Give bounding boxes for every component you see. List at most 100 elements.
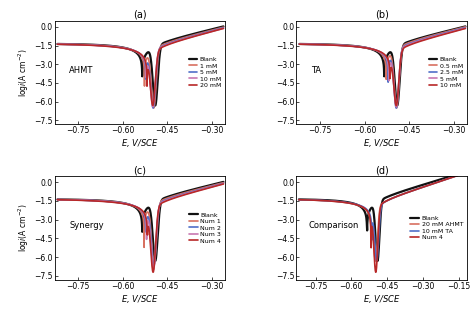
Blank bbox=[307, 42, 312, 46]
1 mM bbox=[151, 106, 157, 109]
Line: Blank: Blank bbox=[57, 27, 223, 106]
X-axis label: $E$, V/SCE: $E$, V/SCE bbox=[363, 293, 401, 305]
Num 1 bbox=[155, 211, 161, 215]
Blank bbox=[161, 197, 166, 200]
X-axis label: $E$, V/SCE: $E$, V/SCE bbox=[363, 137, 401, 149]
Line: 5 mM: 5 mM bbox=[300, 28, 465, 107]
20 mM bbox=[155, 51, 161, 55]
10 mM bbox=[161, 44, 166, 48]
Num 4 bbox=[151, 265, 157, 269]
Line: Num 3: Num 3 bbox=[57, 184, 223, 270]
Num 1 bbox=[151, 263, 157, 266]
Num 1 bbox=[181, 191, 186, 195]
Blank bbox=[463, 25, 468, 28]
Line: 0.5 mM: 0.5 mM bbox=[300, 27, 465, 108]
Line: Blank: Blank bbox=[300, 27, 465, 106]
Num 3 bbox=[55, 198, 60, 202]
20 mM AHMT bbox=[423, 184, 428, 188]
Num 2 bbox=[220, 181, 226, 185]
Num 3 bbox=[65, 198, 71, 202]
10 mM TA bbox=[306, 198, 312, 202]
1 mM bbox=[65, 42, 71, 46]
2.5 mM bbox=[398, 59, 403, 63]
Blank bbox=[398, 67, 403, 71]
Num 2 bbox=[155, 210, 161, 214]
2.5 mM bbox=[463, 26, 468, 29]
Blank bbox=[155, 223, 161, 227]
20 mM bbox=[181, 38, 186, 41]
Blank bbox=[55, 42, 60, 46]
0.5 mM bbox=[440, 31, 446, 35]
10 mM TA bbox=[423, 184, 428, 188]
10 mM TA bbox=[398, 193, 403, 197]
Num 2 bbox=[198, 187, 203, 191]
Legend: Blank, Num 1, Num 2, Num 3, Num 4: Blank, Num 1, Num 2, Num 3, Num 4 bbox=[187, 210, 223, 246]
Blank bbox=[297, 42, 302, 46]
5 mM bbox=[307, 42, 312, 46]
10 mM TA bbox=[374, 259, 380, 263]
Blank bbox=[55, 198, 60, 201]
Num 2 bbox=[55, 198, 60, 202]
Blank bbox=[441, 177, 447, 180]
10 mM bbox=[423, 38, 428, 41]
10 mM bbox=[402, 45, 408, 49]
5 mM bbox=[440, 32, 446, 36]
10 mM bbox=[463, 27, 468, 30]
10 mM bbox=[220, 27, 226, 30]
20 mM AHMT bbox=[296, 198, 302, 202]
Blank bbox=[151, 250, 157, 254]
20 mM bbox=[151, 96, 157, 100]
Blank bbox=[151, 95, 157, 99]
Num 4 bbox=[423, 184, 428, 188]
Num 4 bbox=[463, 171, 468, 175]
5 mM bbox=[393, 104, 399, 108]
Num 4 bbox=[296, 198, 302, 202]
Blank bbox=[374, 259, 380, 263]
20 mM bbox=[220, 27, 226, 30]
Num 4 bbox=[65, 198, 71, 202]
5 mM bbox=[198, 32, 203, 36]
Num 3 bbox=[220, 182, 226, 185]
Line: 20 mM AHMT: 20 mM AHMT bbox=[299, 173, 465, 261]
Line: 2.5 mM: 2.5 mM bbox=[300, 27, 465, 108]
2.5 mM bbox=[297, 42, 302, 46]
5 mM bbox=[297, 42, 302, 46]
Title: (c): (c) bbox=[133, 165, 146, 175]
10 mM bbox=[65, 42, 71, 46]
Line: 1 mM: 1 mM bbox=[57, 27, 223, 108]
Blank bbox=[65, 198, 71, 202]
0.5 mM bbox=[394, 106, 400, 110]
Num 4 bbox=[402, 191, 408, 195]
10 mM TA bbox=[393, 195, 399, 199]
5 mM bbox=[393, 105, 399, 109]
Blank bbox=[299, 198, 304, 201]
Num 4 bbox=[306, 198, 312, 202]
5 mM bbox=[55, 42, 60, 46]
2.5 mM bbox=[440, 32, 446, 35]
Blank bbox=[402, 41, 408, 45]
20 mM bbox=[55, 42, 60, 46]
2.5 mM bbox=[423, 36, 428, 40]
Num 4 bbox=[155, 209, 161, 212]
Line: Num 1: Num 1 bbox=[57, 183, 223, 265]
0.5 mM bbox=[297, 42, 302, 46]
Num 1 bbox=[55, 198, 60, 201]
20 mM AHMT bbox=[463, 171, 468, 175]
10 mM bbox=[440, 33, 446, 37]
Num 3 bbox=[151, 265, 157, 269]
Line: Num 2: Num 2 bbox=[57, 183, 223, 266]
Blank bbox=[181, 35, 186, 39]
2.5 mM bbox=[393, 106, 399, 110]
1 mM bbox=[161, 42, 166, 46]
Num 1 bbox=[65, 198, 71, 202]
2.5 mM bbox=[402, 43, 408, 47]
Blank bbox=[423, 35, 428, 39]
Blank bbox=[198, 186, 203, 190]
1 mM bbox=[198, 31, 203, 35]
20 mM AHMT bbox=[440, 179, 446, 182]
10 mM bbox=[297, 42, 302, 46]
Num 2 bbox=[151, 264, 157, 267]
Text: Synergy: Synergy bbox=[69, 222, 104, 230]
Text: TA: TA bbox=[311, 66, 321, 75]
Line: Num 4: Num 4 bbox=[57, 184, 223, 272]
